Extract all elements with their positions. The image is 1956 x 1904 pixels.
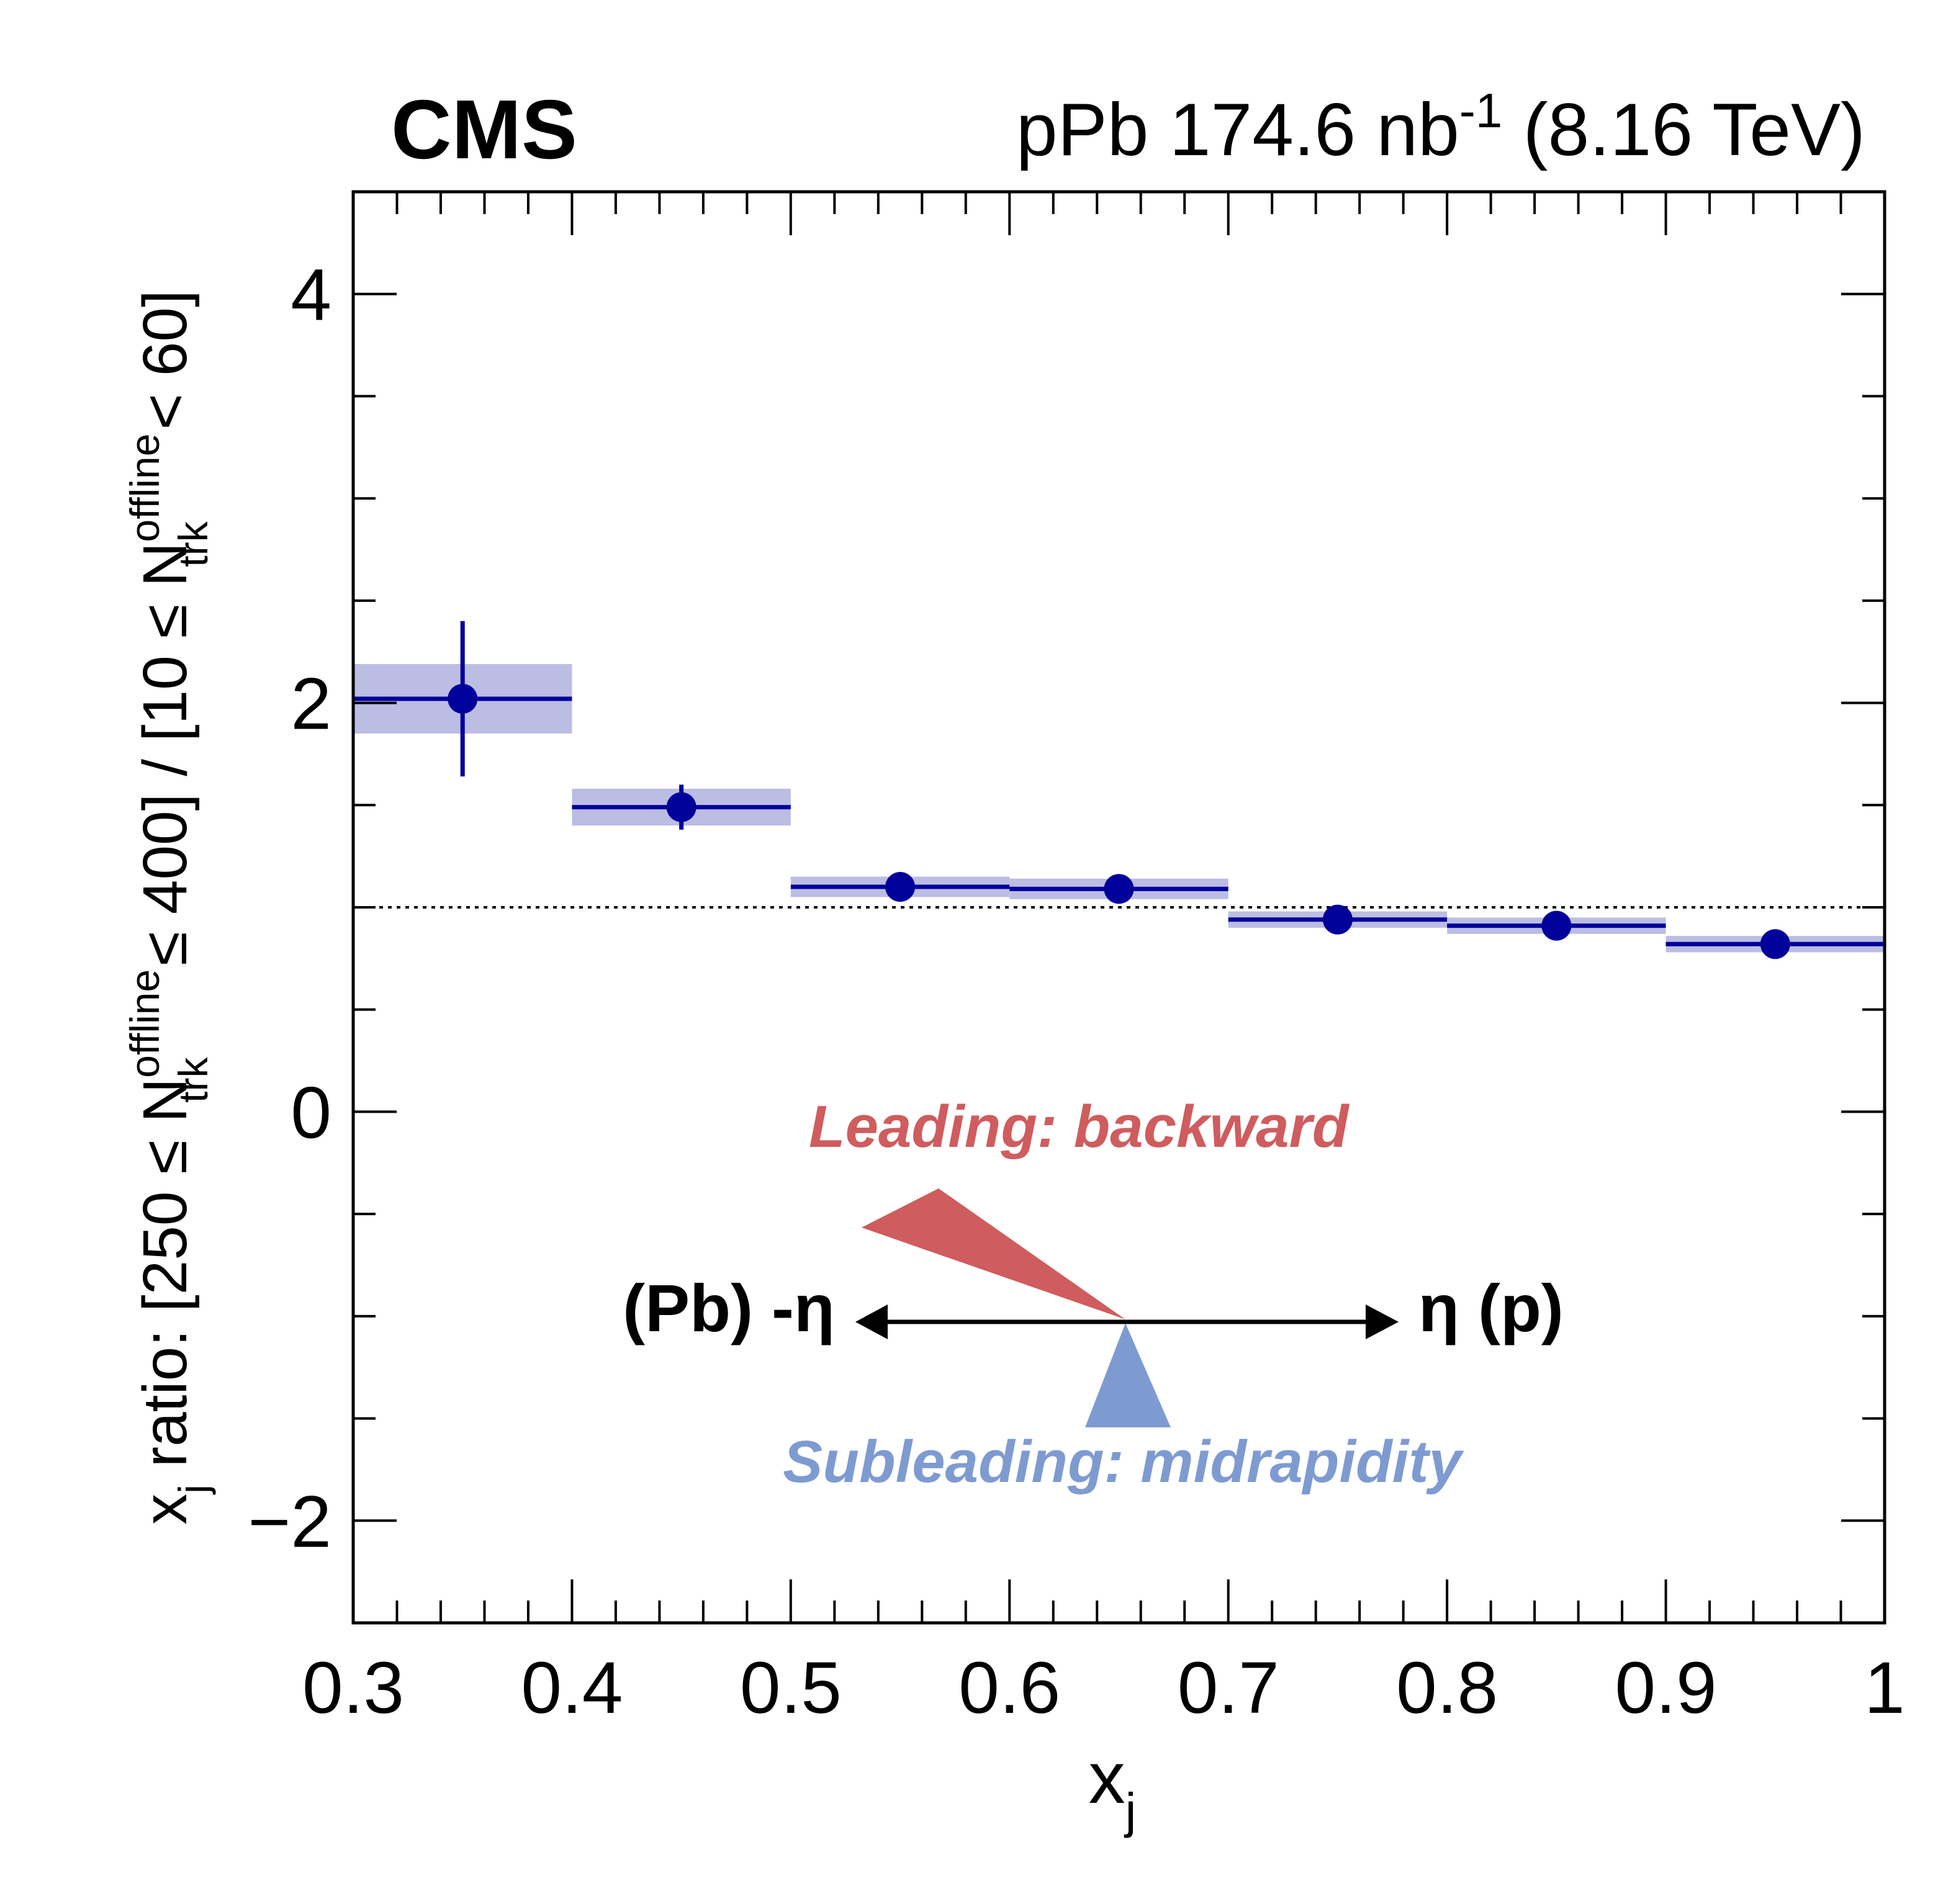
left-arrow-icon (855, 1305, 888, 1339)
x-tick-label: 0.6 (958, 1647, 1060, 1729)
y-label-part3: ≤ 400] / [10 ≤ N (130, 542, 200, 983)
left-arrow-label: (Pb) -η (623, 1270, 835, 1345)
leading-label: Leading: backward (809, 1093, 1350, 1160)
x-tick-label: 0.9 (1615, 1647, 1717, 1729)
cms-label: CMS (391, 83, 577, 176)
y-tick-label: 2 (291, 663, 331, 745)
x-tick-label: 0.7 (1178, 1647, 1279, 1729)
dataset-label: pPb 174.6 nb-1 (8.16 TeV) (1016, 83, 1865, 171)
y-tick-label: 0 (291, 1072, 331, 1154)
y-label-part3-sup: offline (122, 434, 168, 542)
subleading-wedge (1085, 1323, 1171, 1427)
right-arrow-icon (1366, 1305, 1399, 1339)
x-tick-label: 0.8 (1396, 1647, 1498, 1729)
y-tick-label: 4 (291, 254, 331, 336)
x-axis-label-main: x (1089, 1737, 1125, 1819)
right-arrow-label: η (p) (1418, 1270, 1564, 1345)
data-point-6 (1760, 929, 1790, 959)
leading-wedge (862, 1188, 1125, 1319)
y-axis-label: xj ratio: [250 ≤ Nofflinetrk ≤ 400] / [1… (122, 290, 216, 1524)
dataset-suffix: (8.16 TeV) (1502, 88, 1865, 171)
data-point-2 (885, 872, 916, 902)
y-tick-label: −2 (248, 1481, 331, 1563)
dataset-exponent: -1 (1459, 83, 1502, 138)
data-point-4 (1322, 904, 1353, 935)
axis-ticks (352, 191, 1886, 1624)
x-tick-label: 0.4 (521, 1647, 623, 1729)
data-point-1 (666, 792, 696, 822)
x-tick-labels: 0.3 0.4 0.5 0.6 0.7 0.8 0.9 1 (302, 1647, 1905, 1729)
data-point-5 (1541, 910, 1572, 941)
y-tick-labels: −2 0 2 4 (248, 254, 331, 1563)
data-point-3 (1104, 874, 1134, 904)
y-label-x: x (130, 1494, 200, 1525)
y-label-x-sub: j (170, 1484, 216, 1495)
data-points (448, 683, 1790, 959)
y-label-part2-sub: trk (170, 1057, 216, 1103)
x-tick-label: 1 (1864, 1647, 1905, 1729)
y-label-part2: ratio: [250 ≤ N (130, 1078, 200, 1484)
dataset-prefix: pPb 174.6 nb (1016, 88, 1459, 171)
subleading-label: Subleading: midrapidity (783, 1429, 1464, 1495)
y-label-part2-sup: offline (122, 969, 168, 1078)
x-tick-label: 0.3 (302, 1647, 404, 1729)
x-tick-label: 0.5 (740, 1647, 842, 1729)
x-axis-label-sub: j (1124, 1783, 1137, 1838)
data-point-0 (448, 683, 478, 714)
y-label-part4: < 60] (130, 290, 200, 447)
y-label-part3-sub: trk (170, 521, 216, 567)
x-axis-label: xj (1089, 1737, 1137, 1838)
